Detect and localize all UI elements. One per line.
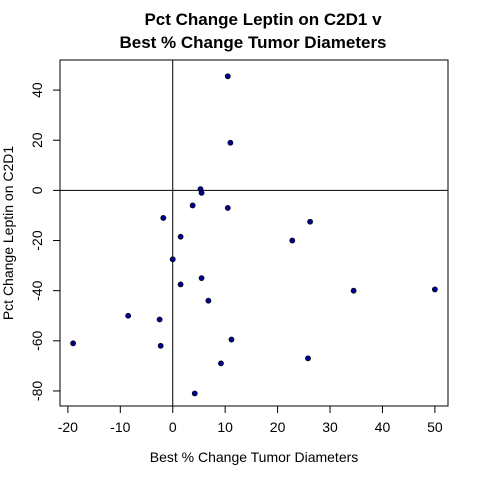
scatter-point [125,312,132,319]
y-tick-label: -80 [29,381,45,401]
scatter-point [224,205,231,211]
scatter-point [169,256,176,263]
y-tick-label: -60 [29,330,45,350]
scatter-point [191,390,198,397]
x-tick-label: 10 [217,419,233,435]
scatter-point [198,189,205,196]
chart-title-line-2: Best % Change Tumor Diameters [119,33,386,52]
x-axis: -20 -10 0 10 20 30 40 50 [58,406,443,435]
x-tick-label: 0 [169,419,177,435]
scatter-point [218,360,224,367]
scatter-point [307,218,314,225]
scatter-point [205,297,212,304]
y-tick-label: -20 [29,230,45,250]
x-axis-label: Best % Change Tumor Diameters [150,449,359,465]
y-axis: -80 -60 -40 -20 0 20 40 [29,82,60,401]
scatter-point [160,215,167,221]
scatter-point [198,275,205,282]
scatter-point [177,233,184,240]
y-tick-label: 40 [29,82,45,98]
scatter-point [431,286,438,293]
scatter-point [305,355,311,362]
chart-title-line-1: Pct Change Leptin on C2D1 v [144,10,382,29]
y-tick-label: -40 [29,280,45,300]
scatter-point [189,202,196,209]
x-tick-label: 40 [375,419,391,435]
x-tick-label: -20 [58,419,78,435]
scatter-point [157,342,164,349]
scatter-point [350,287,357,294]
reference-lines [60,60,448,406]
scatter-point [289,237,296,244]
y-axis-label: Pct Change Leptin on C2D1 [0,146,16,321]
x-tick-label: 50 [427,419,443,435]
y-tick-label: 20 [29,132,45,148]
scatter-point [228,336,235,343]
scatter-point [177,281,184,288]
data-points [70,73,438,397]
scatter-point [156,316,163,323]
x-tick-label: 30 [322,419,338,435]
scatter-point [224,73,231,80]
scatter-point [70,340,77,347]
x-tick-label: -10 [110,419,130,435]
x-tick-label: 20 [270,419,286,435]
scatter-point [227,139,234,146]
y-tick-label: 0 [29,186,45,194]
plot-frame [59,59,449,407]
